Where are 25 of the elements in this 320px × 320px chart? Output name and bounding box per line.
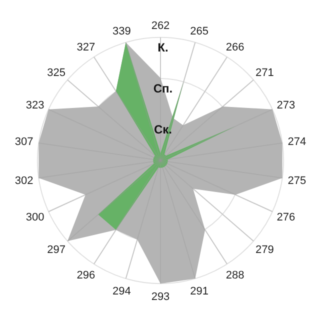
text: Сп. xyxy=(153,81,173,96)
spoke-label: 293 xyxy=(151,290,170,303)
spoke-label: 323 xyxy=(26,99,44,112)
spoke-label: 262 xyxy=(151,20,170,32)
text: К. xyxy=(158,40,168,54)
spoke-label: 273 xyxy=(276,99,296,112)
spoke-label: 296 xyxy=(76,269,96,282)
spoke-label: 300 xyxy=(26,212,44,224)
spoke-label: 266 xyxy=(226,42,244,54)
spoke-label: 279 xyxy=(256,244,274,256)
spoke-label: 291 xyxy=(190,285,209,298)
spoke-label: 276 xyxy=(276,212,296,224)
text: Ск. xyxy=(154,122,172,136)
spoke-label: 288 xyxy=(226,269,244,282)
spoke-label: 327 xyxy=(76,42,96,54)
spoke-label: 339 xyxy=(112,26,131,38)
spoke-label: 297 xyxy=(47,244,66,256)
spoke-label: 325 xyxy=(47,66,66,79)
spoke-label: 307 xyxy=(14,136,34,148)
spoke-label: 294 xyxy=(112,285,131,298)
spoke-label: 265 xyxy=(190,26,209,38)
spoke-label: 302 xyxy=(14,174,34,187)
spoke-label: 271 xyxy=(256,66,274,79)
spoke-label: 274 xyxy=(288,136,306,148)
spoke-label: 275 xyxy=(288,174,306,187)
